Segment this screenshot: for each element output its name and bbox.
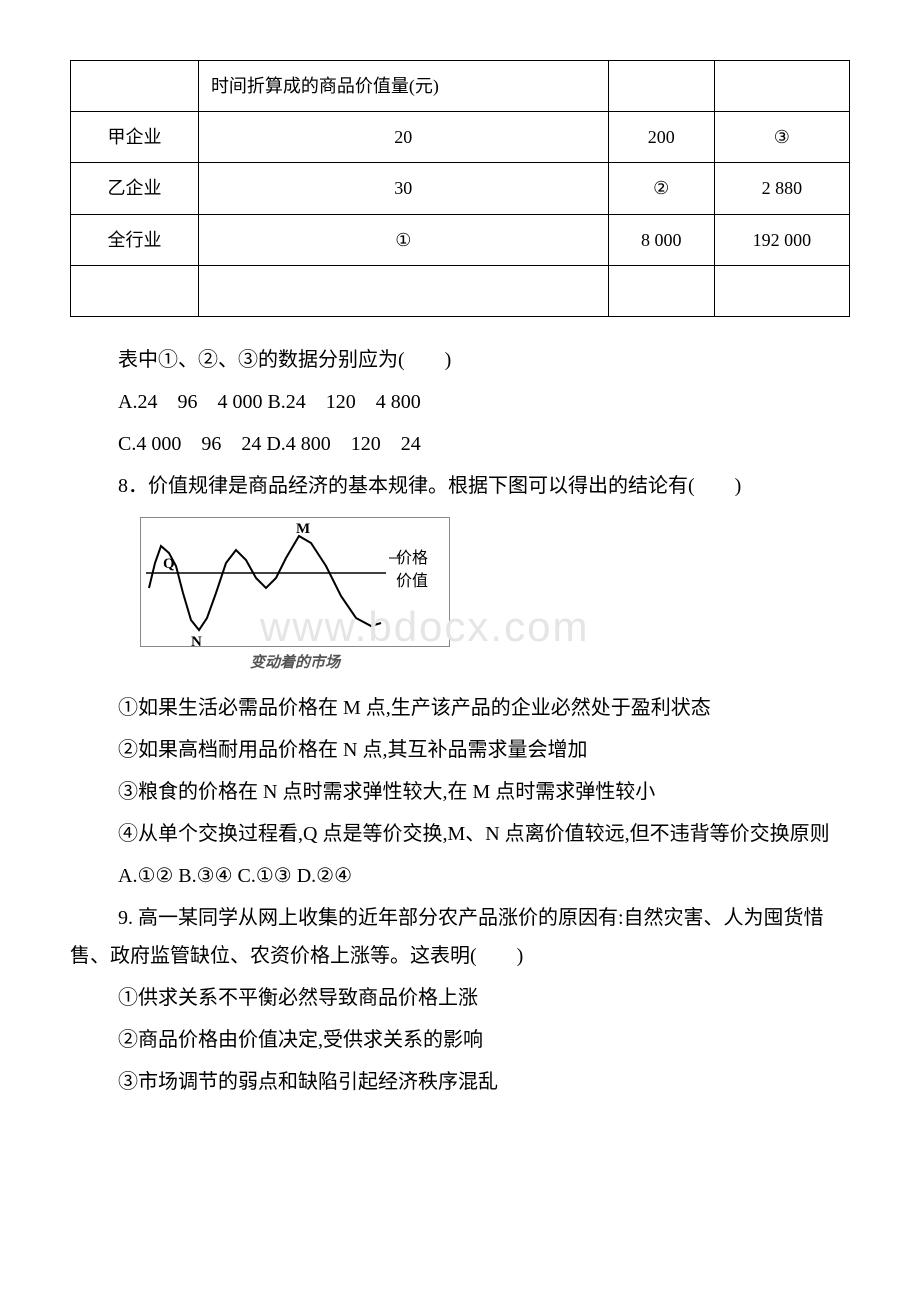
- label-value: 价值: [396, 572, 428, 590]
- cell-blank: [608, 61, 714, 112]
- label-n: N: [191, 634, 202, 648]
- cell: ③: [714, 112, 849, 163]
- row-label: 全行业: [71, 214, 199, 265]
- q7-options-ab: A.24 96 4 000 B.24 120 4 800: [70, 383, 850, 421]
- q9-stem: 9. 高一某同学从网上收集的近年部分农产品涨价的原因有:自然灾害、人为囤货惜售、…: [70, 899, 850, 975]
- q9-opt3: ③市场调节的弱点和缺陷引起经济秩序混乱: [70, 1063, 850, 1101]
- table-row: 甲企业 20 200 ③: [71, 112, 850, 163]
- q9-opt2: ②商品价格由价值决定,受供求关系的影响: [70, 1021, 850, 1059]
- cell: 2 880: [714, 163, 849, 214]
- row-label: 乙企业: [71, 163, 199, 214]
- cell: 200: [608, 112, 714, 163]
- cell: 20: [198, 112, 608, 163]
- table-row: 乙企业 30 ② 2 880: [71, 163, 850, 214]
- q8-opt3: ③粮食的价格在 N 点时需求弹性较大,在 M 点时需求弹性较小: [70, 773, 850, 811]
- cell: 30: [198, 163, 608, 214]
- cell: 192 000: [714, 214, 849, 265]
- chart-caption: 变动着的市场: [140, 649, 450, 678]
- cell-blank: [608, 265, 714, 316]
- q7-options-cd: C.4 000 96 24 D.4 800 120 24: [70, 425, 850, 463]
- header-cell: 时间折算成的商品价值量(元): [198, 61, 608, 112]
- cell-blank: [71, 265, 199, 316]
- cell-blank: [71, 61, 199, 112]
- label-q: Q: [163, 556, 175, 572]
- q8-opt1: ①如果生活必需品价格在 M 点,生产该产品的企业必然处于盈利状态: [70, 689, 850, 727]
- price-curve: [149, 536, 381, 630]
- data-table: 时间折算成的商品价值量(元) 甲企业 20 200 ③ 乙企业 30 ② 2 8…: [70, 60, 850, 317]
- cell: ②: [608, 163, 714, 214]
- cell-blank: [714, 265, 849, 316]
- table-row: [71, 265, 850, 316]
- cell: ①: [198, 214, 608, 265]
- label-m: M: [296, 521, 310, 537]
- q9-opt1: ①供求关系不平衡必然导致商品价格上涨: [70, 979, 850, 1017]
- q8-opt4: ④从单个交换过程看,Q 点是等价交换,M、N 点离价值较远,但不违背等价交换原则: [70, 815, 850, 853]
- chart-svg: Q N M 价格 价值: [141, 518, 451, 648]
- cell-blank: [714, 61, 849, 112]
- row-label: 甲企业: [71, 112, 199, 163]
- q8-choices: A.①② B.③④ C.①③ D.②④: [70, 857, 850, 895]
- q8-stem: 8．价值规律是商品经济的基本规律。根据下图可以得出的结论有( ): [70, 467, 850, 505]
- cell: 8 000: [608, 214, 714, 265]
- table-row: 全行业 ① 8 000 192 000: [71, 214, 850, 265]
- q8-opt2: ②如果高档耐用品价格在 N 点,其互补品需求量会增加: [70, 731, 850, 769]
- cell-blank: [198, 265, 608, 316]
- q7-stem: 表中①、②、③的数据分别应为( ): [70, 341, 850, 379]
- table-row: 时间折算成的商品价值量(元): [71, 61, 850, 112]
- price-value-chart: Q N M 价格 价值 变动着的市场 www.bdocx.com: [140, 517, 450, 678]
